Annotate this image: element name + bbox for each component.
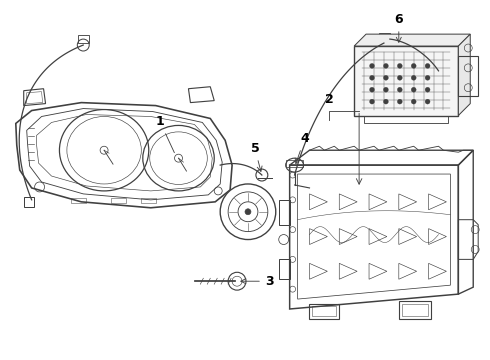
Circle shape [383, 63, 389, 68]
Circle shape [369, 75, 374, 80]
Circle shape [369, 87, 374, 92]
Text: 5: 5 [250, 142, 262, 171]
Circle shape [100, 146, 108, 154]
Circle shape [425, 75, 430, 80]
Circle shape [397, 63, 402, 68]
Circle shape [174, 154, 182, 162]
Polygon shape [458, 34, 470, 116]
Circle shape [397, 99, 402, 104]
Text: 6: 6 [394, 13, 403, 42]
Circle shape [383, 99, 389, 104]
Circle shape [369, 99, 374, 104]
Circle shape [397, 87, 402, 92]
Polygon shape [354, 34, 470, 46]
Circle shape [411, 75, 416, 80]
Circle shape [220, 184, 276, 239]
Text: 4: 4 [295, 132, 309, 163]
Circle shape [411, 99, 416, 104]
Polygon shape [354, 46, 458, 116]
Text: 1: 1 [156, 116, 174, 153]
Circle shape [411, 63, 416, 68]
Circle shape [369, 63, 374, 68]
Circle shape [425, 87, 430, 92]
Circle shape [411, 87, 416, 92]
Circle shape [397, 75, 402, 80]
Text: 3: 3 [241, 275, 273, 288]
Text: 2: 2 [325, 93, 334, 105]
Circle shape [228, 272, 246, 290]
Circle shape [425, 63, 430, 68]
Circle shape [383, 75, 389, 80]
Circle shape [245, 209, 251, 215]
Circle shape [425, 99, 430, 104]
Circle shape [383, 87, 389, 92]
